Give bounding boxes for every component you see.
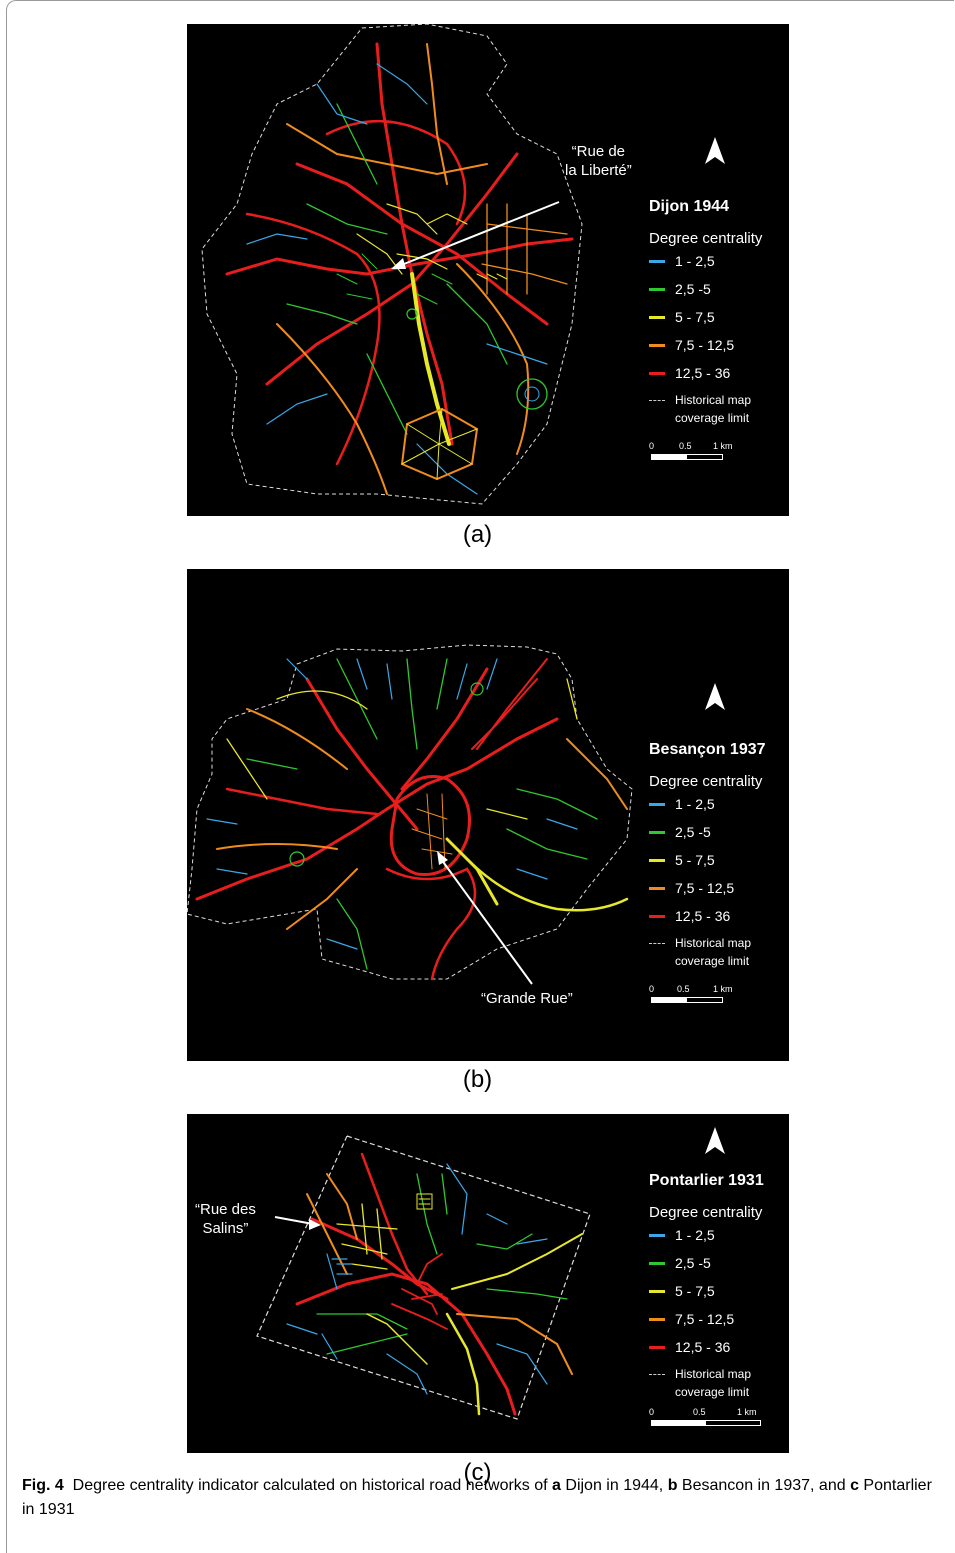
legend-item: 12,5 - 36 [649, 902, 789, 930]
legend-item: 2,5 -5 [649, 1249, 789, 1277]
legend-coverage-limit: Historical map coverage limit [649, 391, 789, 427]
figure-number: Fig. 4 [22, 1477, 64, 1494]
legend-item: 5 - 7,5 [649, 303, 789, 331]
legend-item: 5 - 7,5 [649, 1277, 789, 1305]
legend-item: 2,5 -5 [649, 818, 789, 846]
map-legend: Pontarlier 1931 Degree centrality 1 - 2,… [649, 1172, 789, 1433]
page-frame [6, 0, 954, 1553]
legend-swatch [649, 802, 665, 806]
map-title: Dijon 1944 [649, 198, 730, 215]
callout-line-2: Salins” [202, 1220, 249, 1237]
figure-caption: Fig. 4 Degree centrality indicator calcu… [22, 1477, 932, 1518]
map-panel-besancon: “Grande Rue” Besançon 1937 Degree centra… [187, 569, 789, 1061]
legend-item: 12,5 - 36 [649, 1333, 789, 1361]
callout-line-2: la Liberté” [565, 162, 632, 179]
callout-line-1: “Rue de [571, 143, 626, 160]
legend-swatch [649, 1345, 665, 1349]
legend-swatch [649, 914, 665, 918]
legend-item: 7,5 - 12,5 [649, 331, 789, 359]
scale-bar: 0 0.5 1 km [649, 1407, 769, 1433]
legend-swatch [649, 830, 665, 834]
legend-swatch [649, 1233, 665, 1237]
panel-label-b: (b) [462, 1066, 493, 1093]
legend-coverage-limit: Historical map coverage limit [649, 1365, 789, 1401]
legend-item: 7,5 - 12,5 [649, 874, 789, 902]
legend-item: 1 - 2,5 [649, 790, 789, 818]
legend-swatch [649, 1261, 665, 1265]
dashed-line-icon [649, 400, 665, 401]
legend-swatch [649, 287, 665, 291]
legend-swatch [649, 259, 665, 263]
legend-swatch [649, 1317, 665, 1321]
callout-label: “Rue des Salins” [195, 1200, 256, 1238]
legend-item: 1 - 2,5 [649, 247, 789, 275]
legend-item: 12,5 - 36 [649, 359, 789, 387]
callout-line-1: “Grande Rue” [481, 990, 573, 1007]
dashed-line-icon [649, 1374, 665, 1375]
scale-bar: 0 0.5 1 km [649, 441, 759, 467]
road-segments [286, 1152, 583, 1416]
road-segments [195, 658, 629, 981]
dashed-line-icon [649, 943, 665, 944]
legend-swatch [649, 1289, 665, 1293]
legend-swatch [649, 343, 665, 347]
callout-label: “Grande Rue” [481, 989, 573, 1008]
legend-item: 2,5 -5 [649, 275, 789, 303]
legend-swatch [649, 858, 665, 862]
legend-title: Degree centrality [649, 1204, 763, 1221]
legend-item: 5 - 7,5 [649, 846, 789, 874]
map-title: Besançon 1937 [649, 741, 766, 758]
north-arrow-icon [705, 137, 725, 164]
scale-bar: 0 0.5 1 km [649, 984, 759, 1010]
map-panel-dijon: “Rue de la Liberté” Dijon 1944 Degree ce… [187, 24, 789, 516]
legend-swatch [649, 886, 665, 890]
legend-title: Degree centrality [649, 773, 763, 790]
legend-title: Degree centrality [649, 230, 763, 247]
coverage-limit-line [201, 24, 583, 505]
legend-coverage-limit: Historical map coverage limit [649, 934, 789, 970]
north-arrow-icon [705, 1127, 725, 1154]
map-legend: Besançon 1937 Degree centrality 1 - 2,5 … [649, 741, 789, 1010]
north-arrow-icon [705, 683, 725, 710]
coverage-limit-line [256, 1135, 591, 1420]
legend-swatch [649, 371, 665, 375]
callout-label: “Rue de la Liberté” [565, 142, 632, 180]
map-panel-pontarlier: “Rue des Salins” Pontarlier 1931 Degree … [187, 1114, 789, 1453]
map-title: Pontarlier 1931 [649, 1172, 764, 1189]
road-network-map-pontarlier [256, 1135, 591, 1420]
legend-item: 7,5 - 12,5 [649, 1305, 789, 1333]
panel-label-a: (a) [462, 521, 493, 548]
callout-line-1: “Rue des [195, 1201, 256, 1218]
legend-swatch [649, 315, 665, 319]
panel-label-c: (c) [463, 1459, 492, 1486]
road-segments [225, 42, 574, 495]
coverage-limit-line [187, 644, 633, 980]
legend-item: 1 - 2,5 [649, 1221, 789, 1249]
map-legend: Dijon 1944 Degree centrality 1 - 2,5 2,5… [649, 198, 789, 467]
